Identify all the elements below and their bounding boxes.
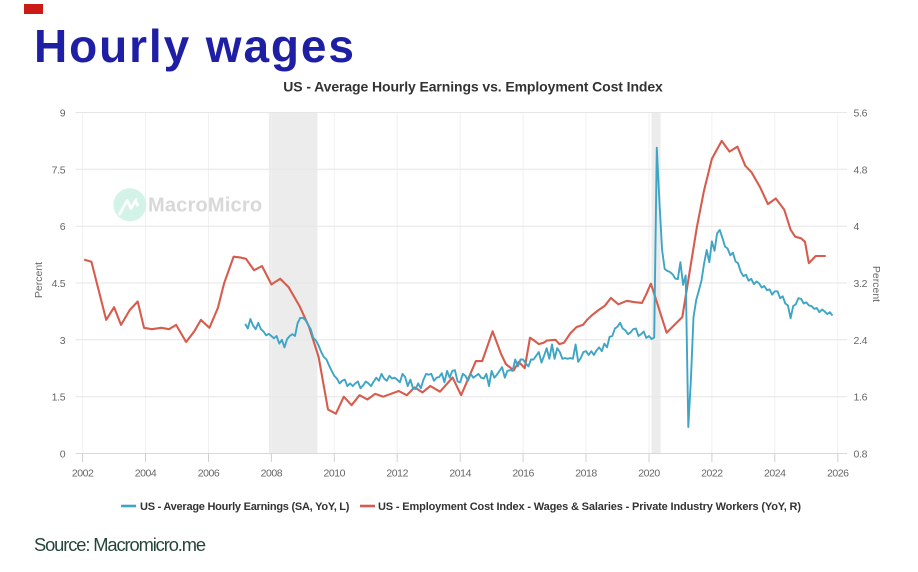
svg-text:1.5: 1.5: [52, 392, 66, 404]
svg-text:3: 3: [60, 335, 66, 347]
svg-text:0.8: 0.8: [854, 449, 868, 461]
svg-text:2022: 2022: [701, 468, 723, 480]
svg-text:2016: 2016: [512, 468, 534, 480]
svg-text:2004: 2004: [135, 468, 157, 480]
svg-text:2018: 2018: [575, 468, 597, 480]
svg-text:1.6: 1.6: [854, 392, 868, 404]
svg-text:Percent: Percent: [870, 266, 882, 302]
svg-text:2014: 2014: [449, 468, 471, 480]
svg-text:US - Employment Cost Index - W: US - Employment Cost Index - Wages & Sal…: [378, 501, 801, 513]
svg-text:2006: 2006: [198, 468, 220, 480]
svg-text:2012: 2012: [386, 468, 408, 480]
svg-text:4.5: 4.5: [52, 278, 66, 290]
svg-text:2020: 2020: [638, 468, 660, 480]
svg-text:9: 9: [60, 108, 66, 120]
svg-text:2.4: 2.4: [854, 335, 868, 347]
svg-text:MacroMicro: MacroMicro: [148, 194, 262, 216]
svg-text:US - Average Hourly Earnings v: US - Average Hourly Earnings vs. Employm…: [283, 79, 663, 95]
svg-text:US - Average Hourly Earnings (: US - Average Hourly Earnings (SA, YoY, L…: [140, 501, 350, 513]
svg-text:7.5: 7.5: [52, 164, 66, 176]
svg-text:2002: 2002: [72, 468, 94, 480]
svg-text:6: 6: [60, 221, 66, 233]
svg-text:2010: 2010: [324, 468, 346, 480]
svg-text:0: 0: [60, 449, 66, 461]
svg-text:4.8: 4.8: [854, 164, 868, 176]
svg-text:2026: 2026: [827, 468, 849, 480]
svg-text:2008: 2008: [261, 468, 283, 480]
svg-text:4: 4: [854, 221, 860, 233]
svg-text:5.6: 5.6: [854, 108, 868, 120]
svg-text:Percent: Percent: [33, 262, 45, 298]
svg-text:3.2: 3.2: [854, 278, 868, 290]
svg-text:2024: 2024: [764, 468, 786, 480]
